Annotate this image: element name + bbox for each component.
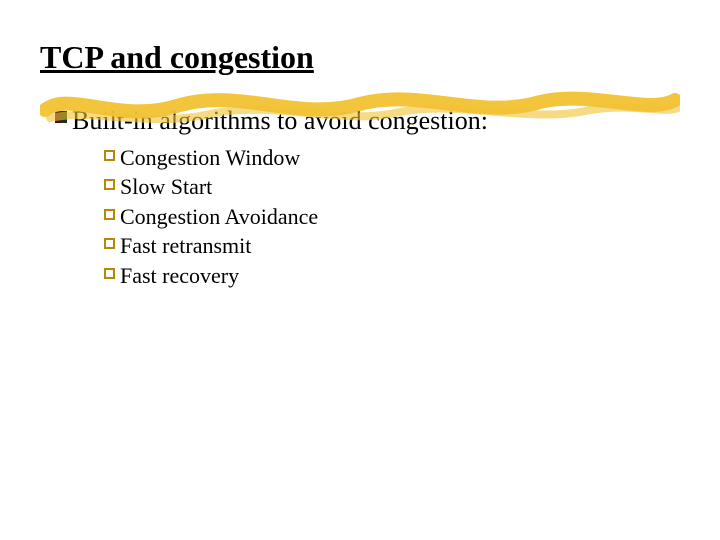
list-item-text: Congestion Avoidance: [120, 203, 318, 231]
list-item-text: Fast recovery: [120, 262, 239, 290]
slide: TCP and congestion Built-in algorithms t…: [0, 0, 720, 540]
list-item-text: Slow Start: [120, 173, 212, 201]
list-item-text: Congestion Window: [120, 144, 300, 172]
list-item: Fast retransmit: [104, 232, 680, 260]
square-outline-icon: [104, 232, 120, 249]
list-item-text: Fast retransmit: [120, 232, 251, 260]
square-outline-icon: [104, 173, 120, 190]
list-item: Slow Start: [104, 173, 680, 201]
square-outline-icon: [104, 262, 120, 279]
brush-underline: [40, 70, 680, 130]
list-item: Congestion Window: [104, 144, 680, 172]
list-item: Congestion Avoidance: [104, 203, 680, 231]
square-outline-icon: [104, 144, 120, 161]
title-area: TCP and congestion: [40, 40, 680, 75]
bullet-list-level2: Congestion Window Slow Start Congestion …: [104, 144, 680, 290]
bullet-list-level1: Built-in algorithms to avoid congestion:…: [54, 105, 680, 289]
slide-title: TCP and congestion: [40, 40, 680, 75]
list-item: Fast recovery: [104, 262, 680, 290]
square-outline-icon: [104, 203, 120, 220]
